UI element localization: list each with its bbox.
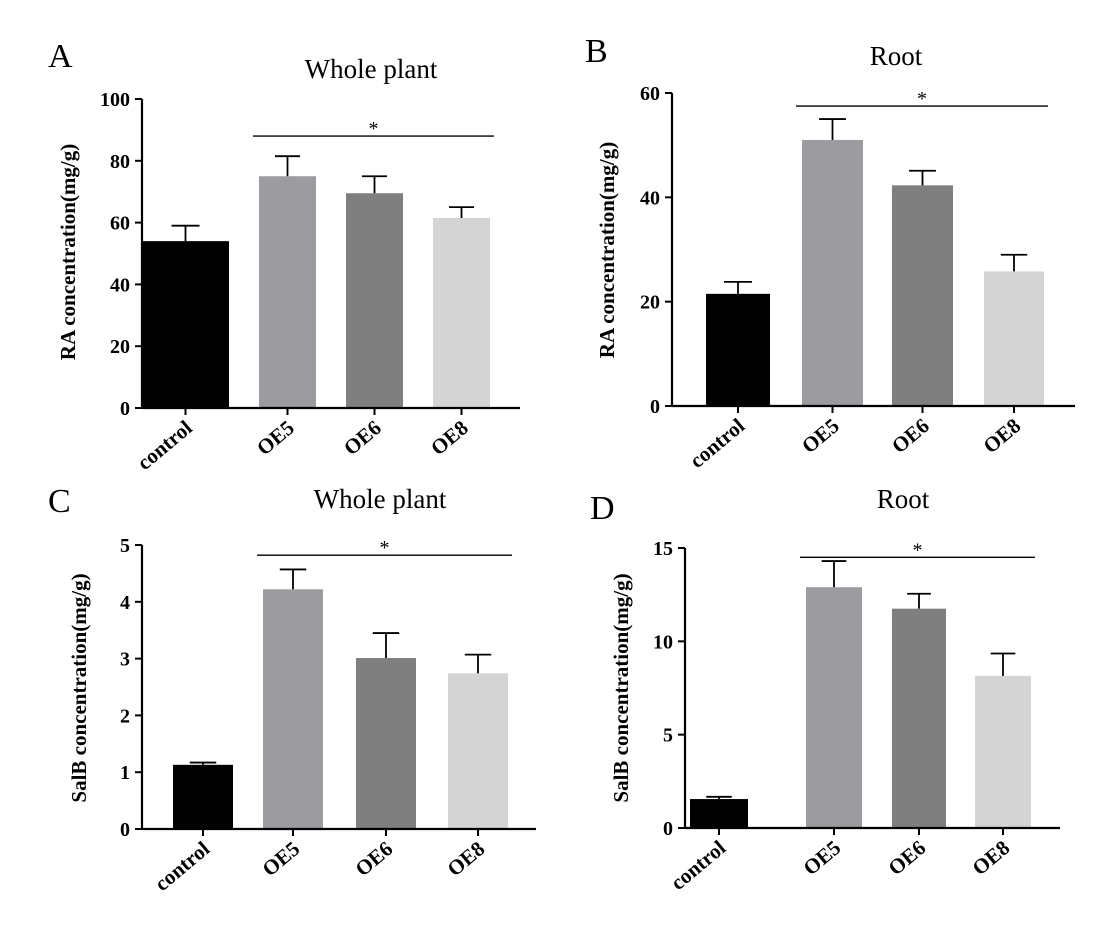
panel-c-plot: 0 1 2 3 4 5 control OE5 OE6 OE8 *	[120, 535, 536, 896]
panel-a-title: Whole plant	[305, 54, 438, 84]
panel-b-x-tick-label: control	[685, 413, 749, 472]
panel-b-y-tick-label: 0	[650, 396, 660, 418]
panel-a: A Whole plant RA concentration(mg/g) 0 20…	[48, 38, 520, 475]
panel-b-error-bar-oe6	[909, 169, 936, 186]
panel-c-significance-star: *	[380, 537, 390, 559]
panel-c-bar-control	[173, 764, 233, 829]
panel-d-bar-oe8	[975, 675, 1031, 828]
panel-a-x-tick-label: control	[132, 415, 196, 474]
panel-a-error-bar-oe5	[274, 155, 301, 177]
panel-c-y-tick-label: 3	[120, 649, 130, 671]
panel-c-x-tick-label: OE6	[350, 836, 397, 881]
panel-c-error-bar-oe5	[279, 568, 307, 590]
panel-b-y-tick-label: 20	[640, 292, 660, 314]
panel-b-y-tick-label: 40	[640, 187, 660, 209]
panel-d-bar-control	[690, 799, 748, 828]
panel-c-error-bar-control	[189, 761, 217, 765]
panel-d-bar-oe6	[892, 608, 946, 828]
panel-d-plot: 0 5 10 15 control OE5 OE6 OE8 *	[653, 538, 1060, 895]
panel-d-x-tick-label: OE8	[967, 835, 1014, 880]
panel-c-title: Whole plant	[314, 484, 447, 514]
panel-a-y-tick-label: 40	[110, 274, 130, 296]
panel-c-bar-oe8	[448, 673, 508, 829]
panel-b-plot: 0 20 40 60 control OE5 OE6 OE8 *	[640, 83, 1075, 473]
panel-d-error-bar-oe8	[990, 652, 1016, 676]
panel-b-bar-oe6	[892, 185, 953, 406]
panel-a-x-tick-label: OE5	[252, 415, 299, 460]
panel-b-error-bar-oe8	[1000, 253, 1028, 272]
panel-c-x-tick-label: OE8	[442, 836, 489, 881]
panel-c-y-tick-label: 4	[120, 592, 130, 614]
panel-d-y-tick-label: 10	[653, 631, 673, 653]
panel-b-error-bar-oe5	[819, 118, 846, 140]
panel-d-error-bar-control	[706, 795, 732, 800]
panel-a-y-tick-label: 0	[120, 398, 130, 420]
panel-d-letter: D	[590, 490, 615, 527]
panel-c-error-bar-oe8	[464, 653, 492, 674]
panel-a-plot: 0 20 40 60 80 100 control OE5 OE6 OE8 *	[100, 89, 520, 475]
panel-a-bar-oe6	[346, 193, 403, 408]
panel-b-title: Root	[870, 41, 923, 71]
panel-b: B Root RA concentration(mg/g) 0 20 40 60 con…	[585, 33, 1075, 473]
panel-c-error-bar-oe6	[372, 632, 400, 659]
panel-b-x-tick-label: OE6	[887, 413, 934, 458]
panel-b-significance-star: *	[917, 88, 927, 110]
panel-c-y-tick-label: 1	[120, 762, 130, 784]
panel-c-letter: C	[48, 483, 71, 520]
panel-a-bar-oe8	[433, 217, 490, 408]
panel-d-y-axis-label: SalB concentration(mg/g)	[609, 573, 633, 802]
panel-c-bar-oe5	[263, 589, 323, 829]
panel-d-title: Root	[877, 484, 930, 514]
panel-d-y-tick-label: 0	[663, 818, 673, 840]
panel-c-bar-oe6	[356, 658, 416, 829]
panel-a-error-bar-oe8	[448, 206, 475, 218]
panel-d-y-tick-label: 15	[653, 538, 673, 560]
panel-a-significance-star: *	[369, 118, 379, 140]
panel-b-letter: B	[585, 33, 608, 70]
panel-b-bar-control	[706, 293, 770, 406]
panel-a-bar-oe5	[259, 176, 316, 408]
panel-a-bar-control	[142, 241, 229, 408]
panel-d-bar-oe5	[806, 587, 862, 828]
panel-c: C Whole plant SalB concentration(mg/g) 0…	[48, 483, 536, 896]
panel-a-y-axis-label: RA concentration(mg/g)	[56, 144, 80, 360]
panel-a-y-tick-label: 100	[100, 89, 130, 111]
panel-c-x-tick-label: OE5	[257, 836, 304, 881]
panel-a-error-bar-oe6	[361, 175, 388, 194]
panel-d-x-tick-label: OE5	[798, 835, 845, 880]
panel-c-y-axis-label: SalB concentration(mg/g)	[67, 573, 91, 802]
panel-d-significance-star: *	[913, 539, 923, 561]
panel-b-x-tick-label: OE8	[978, 413, 1025, 458]
panel-d-error-bar-oe5	[821, 560, 847, 588]
panel-c-x-tick-label: control	[150, 836, 214, 895]
panel-b-error-bar-control	[724, 280, 752, 294]
panel-a-x-tick-label: OE8	[426, 415, 473, 460]
panel-a-y-tick-label: 20	[110, 336, 130, 358]
panel-a-letter: A	[48, 38, 73, 75]
panel-c-y-tick-label: 2	[120, 705, 130, 727]
panel-d-x-tick-label: control	[666, 835, 730, 894]
panel-d-y-tick-label: 5	[663, 725, 673, 747]
panel-a-error-bar-control	[171, 224, 200, 242]
panel-b-y-axis-label: RA concentration(mg/g)	[595, 142, 619, 358]
panel-d: D Root SalB concentration(mg/g) 0 5 10 15 co…	[590, 484, 1060, 895]
panel-d-x-tick-label: OE6	[883, 835, 930, 880]
panel-d-error-bar-oe6	[907, 592, 931, 609]
panel-b-bar-oe5	[802, 139, 863, 406]
panel-a-y-tick-label: 80	[110, 151, 130, 173]
panel-b-bar-oe8	[984, 271, 1044, 406]
panel-b-y-tick-label: 60	[640, 83, 660, 105]
panel-b-x-tick-label: OE5	[797, 413, 844, 458]
panel-c-y-tick-label: 5	[120, 535, 130, 557]
panel-a-y-tick-label: 60	[110, 213, 130, 235]
panel-a-x-tick-label: OE6	[339, 415, 386, 460]
panel-c-y-tick-label: 0	[120, 819, 130, 841]
